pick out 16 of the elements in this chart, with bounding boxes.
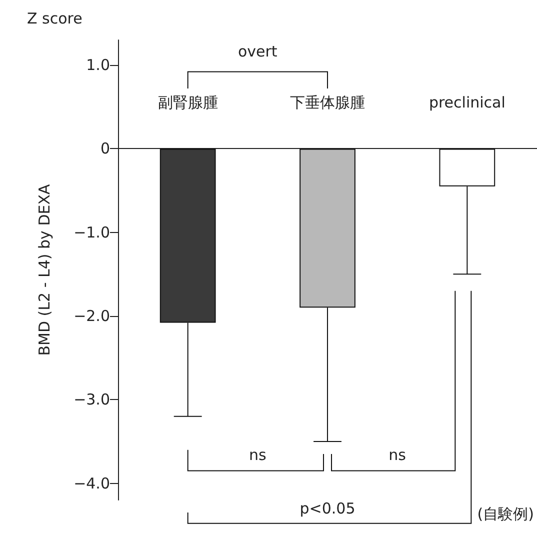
x-tick-label: preclinical <box>428 94 506 112</box>
annotation: overt <box>238 42 278 61</box>
y-tick-label: −3.0 <box>74 390 110 409</box>
annotation: ns <box>249 446 267 464</box>
y-tick-label: −1.0 <box>74 223 110 242</box>
chart-title: Z score <box>27 10 82 28</box>
y-tick-label: −4.0 <box>74 474 110 492</box>
y-tick-label: 1.0 <box>86 56 110 74</box>
y-tick-label: −2.0 <box>74 307 110 325</box>
annotation: ns <box>388 446 406 464</box>
y-axis-title: BMD (L2 - L4) by DEXA <box>36 184 54 356</box>
x-tick-label: 副腎腺腫 <box>158 94 218 112</box>
x-tick-label: 下垂体腺腫 <box>290 94 365 112</box>
annotation: p<0.05 <box>300 499 356 518</box>
y-tick-label: 0 <box>100 140 110 158</box>
text: (自験例) <box>477 505 534 524</box>
